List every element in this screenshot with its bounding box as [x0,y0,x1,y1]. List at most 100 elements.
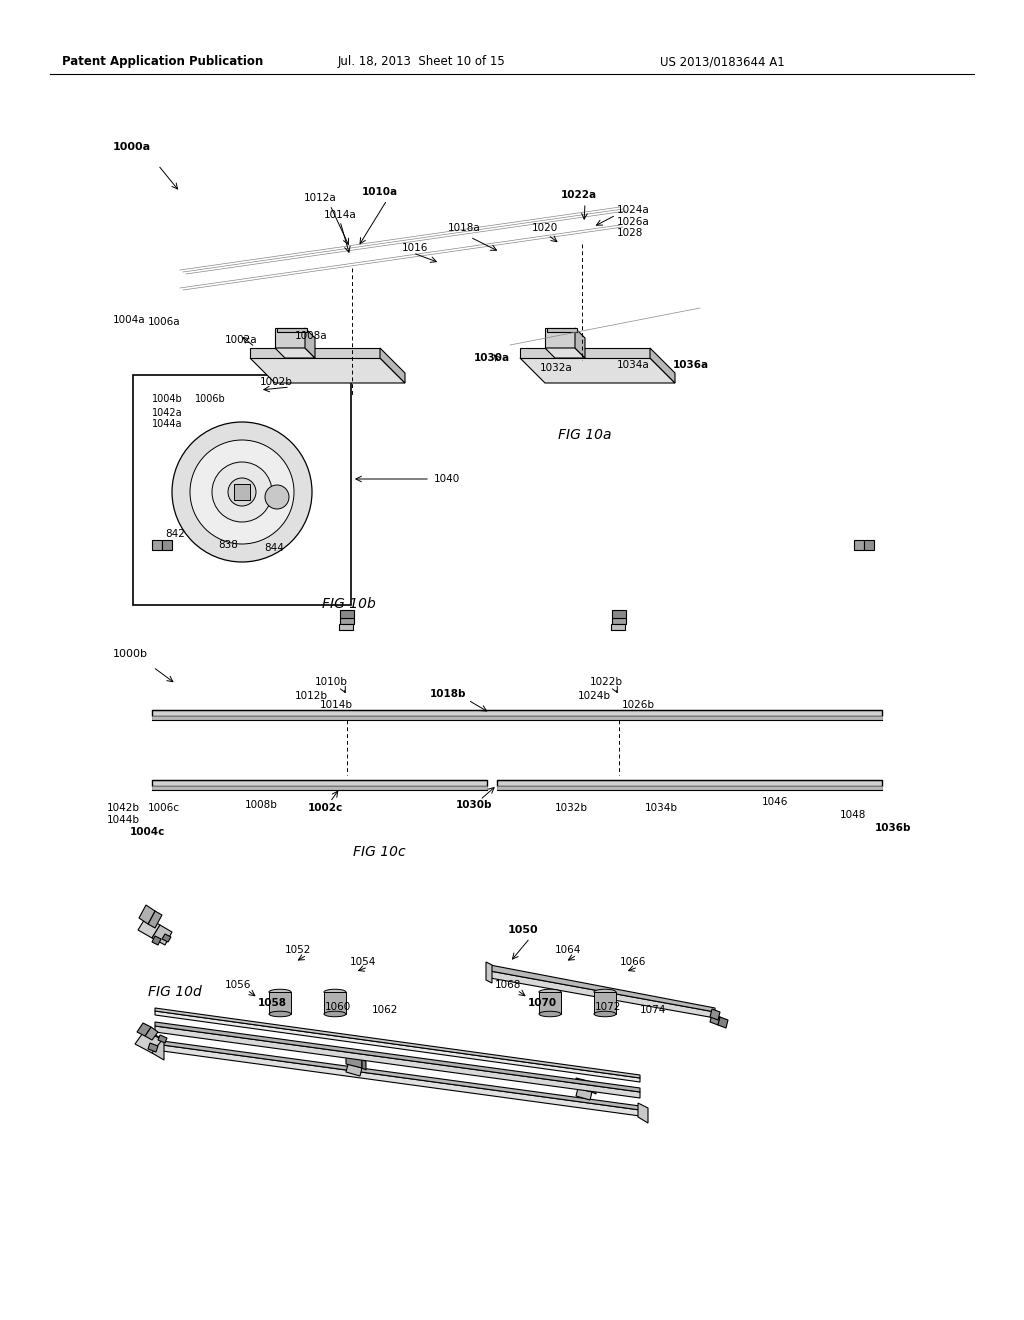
Polygon shape [592,1082,596,1094]
Text: 1060: 1060 [325,1002,351,1012]
Polygon shape [710,1014,720,1026]
Polygon shape [155,1026,640,1098]
Polygon shape [275,327,305,348]
Ellipse shape [324,989,346,995]
Polygon shape [346,1064,362,1076]
Bar [152,780,487,785]
Text: 1006b: 1006b [195,393,225,404]
Text: 1012b: 1012b [295,690,328,701]
Polygon shape [486,962,492,983]
Text: 1024b: 1024b [578,690,611,701]
Polygon shape [155,1044,640,1115]
Text: 838: 838 [218,540,238,550]
Polygon shape [650,348,675,383]
Polygon shape [152,925,172,945]
Polygon shape [275,348,315,358]
Bar [539,993,561,1014]
Text: 1000b: 1000b [113,649,148,659]
Text: 1018b: 1018b [430,689,467,700]
Text: 1042b: 1042b [106,803,140,813]
Text: Patent Application Publication: Patent Application Publication [62,55,263,69]
Text: FIG 10b: FIG 10b [322,597,376,611]
Polygon shape [710,1008,720,1020]
Bar [133,375,351,605]
Text: 1042a: 1042a [152,408,182,418]
Text: 1064: 1064 [555,945,582,954]
Polygon shape [155,1011,640,1082]
Ellipse shape [539,1011,561,1016]
Text: 1026b: 1026b [622,700,655,710]
Polygon shape [135,1030,162,1053]
Text: 1068: 1068 [495,979,521,990]
Polygon shape [152,540,162,550]
Polygon shape [305,327,315,358]
Ellipse shape [594,1011,616,1016]
Polygon shape [155,1040,640,1110]
Text: 1048: 1048 [840,810,866,820]
Polygon shape [575,1088,592,1100]
Text: 1016: 1016 [402,243,428,253]
Text: 844: 844 [264,543,284,553]
Polygon shape [380,348,406,383]
Polygon shape [148,911,162,928]
Bar [234,484,250,500]
Polygon shape [137,1023,151,1036]
Text: 1024a: 1024a [617,205,650,215]
Text: 1034a: 1034a [617,360,650,370]
Text: 1032a: 1032a [540,363,572,374]
Text: Jul. 18, 2013  Sheet 10 of 15: Jul. 18, 2013 Sheet 10 of 15 [338,55,506,69]
Polygon shape [575,1078,592,1092]
Text: 1002a: 1002a [225,335,258,345]
Polygon shape [148,1043,158,1052]
Text: 1034b: 1034b [645,803,678,813]
Text: 1010b: 1010b [315,677,348,686]
Polygon shape [545,327,575,348]
Polygon shape [138,917,160,939]
Bar [152,715,882,719]
Text: 1058: 1058 [258,998,287,1008]
Polygon shape [152,1034,164,1060]
Ellipse shape [324,1011,346,1016]
Text: 1006c: 1006c [148,803,180,813]
Polygon shape [612,610,626,618]
Polygon shape [155,1008,640,1078]
Text: 1022b: 1022b [590,677,623,686]
Polygon shape [340,618,354,624]
Text: 1002b: 1002b [260,378,293,387]
Text: 1004b: 1004b [152,393,182,404]
Polygon shape [490,972,715,1018]
Polygon shape [278,327,307,333]
Text: 1014a: 1014a [324,210,356,220]
Polygon shape [339,624,353,630]
Polygon shape [139,906,155,924]
Bar [594,993,616,1014]
Text: FIG 10c: FIG 10c [353,845,406,859]
Text: 1028: 1028 [617,228,643,238]
Ellipse shape [269,1011,291,1016]
Text: 1040: 1040 [434,474,460,484]
Bar [497,780,882,785]
Text: 1008b: 1008b [245,800,278,810]
Text: 1066: 1066 [620,957,646,968]
Text: 1050: 1050 [508,925,539,935]
Polygon shape [145,1027,158,1040]
Ellipse shape [539,989,561,995]
Text: FIG 10d: FIG 10d [148,985,202,999]
Text: 1072: 1072 [595,1002,622,1012]
Text: 842: 842 [165,529,185,539]
Polygon shape [864,540,874,550]
Polygon shape [155,1022,640,1092]
Text: 1000a: 1000a [113,143,152,152]
Text: 1036b: 1036b [874,822,911,833]
Text: 1030a: 1030a [474,352,510,363]
Circle shape [265,484,289,510]
Text: 1036a: 1036a [673,360,710,370]
Bar [152,710,882,715]
Text: 1054: 1054 [350,957,377,968]
Polygon shape [545,348,585,358]
Polygon shape [490,965,715,1012]
Polygon shape [520,358,675,383]
Text: 1044a: 1044a [152,418,182,429]
Text: 1018a: 1018a [449,223,480,234]
Circle shape [212,462,272,521]
